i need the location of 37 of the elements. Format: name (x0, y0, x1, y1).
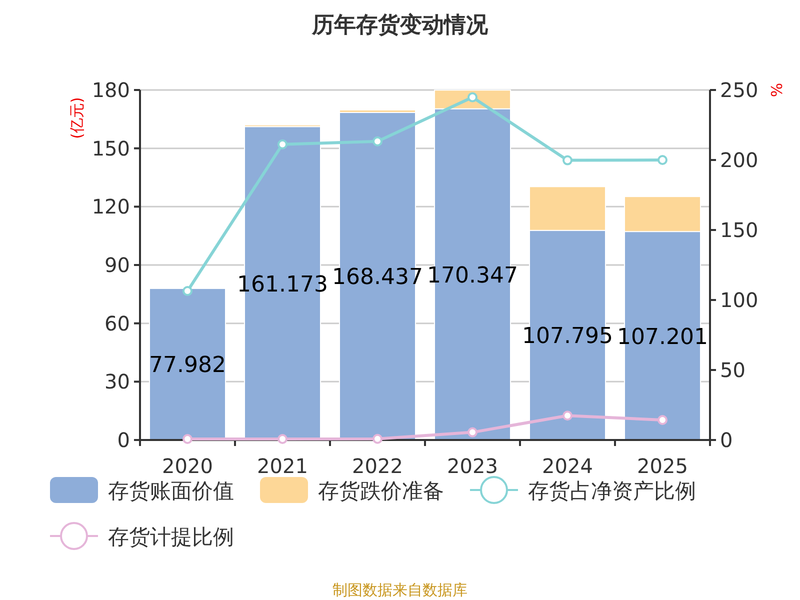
legend-label: 存货计提比例 (108, 525, 234, 549)
x-tick-label: 2021 (257, 454, 308, 478)
y2-tick-label: 0 (720, 428, 733, 452)
data-label: 107.795 (522, 324, 613, 350)
legend: 存货计提比例 (50, 522, 234, 550)
y2-tick-label: 100 (720, 288, 758, 312)
legend-label: 存货跌价准备 (318, 479, 444, 503)
y-axis-title: (亿元) (68, 97, 86, 139)
x-tick-label: 2023 (447, 454, 498, 478)
y-tick-label: 180 (92, 78, 130, 102)
y-tick-label: 0 (117, 428, 130, 452)
chart-title: 历年存货变动情况 (311, 12, 489, 38)
text: 制图数据来自数据库 (332, 581, 468, 599)
x-tick-label: 2024 (542, 454, 593, 478)
y2-tick-label: 50 (720, 358, 746, 382)
data-label: 168.437 (332, 265, 423, 290)
y-tick-label: 60 (104, 311, 130, 336)
data-label: 77.982 (149, 353, 226, 378)
y-tick-label: 150 (92, 136, 130, 160)
series-label: 存货账面价值 (108, 479, 234, 503)
y-tick-label: 90 (104, 253, 130, 277)
y2-tick-label: 250 (720, 78, 758, 102)
y2-tick-label: 150 (720, 218, 758, 242)
data-label: 161.173 (237, 272, 328, 298)
x-tick-label: 2022 (352, 454, 403, 478)
x-tick-label: 2020 (162, 454, 213, 478)
data-label: 170.347 (427, 263, 518, 288)
legend: 存货账面价值 (50, 477, 234, 503)
legend: 存货占净资产比例 (470, 476, 696, 504)
data-label: 107.201 (617, 324, 708, 350)
y2-axis-title: % (768, 82, 786, 98)
y2-tick-label: 200 (720, 148, 758, 172)
legend: 存货跌价准备 (260, 477, 444, 503)
y-tick-label: 30 (104, 370, 130, 394)
x-tick-label: 2025 (637, 454, 688, 478)
legend-label: 存货占净资产比例 (528, 479, 696, 503)
y-tick-label: 120 (92, 194, 130, 219)
